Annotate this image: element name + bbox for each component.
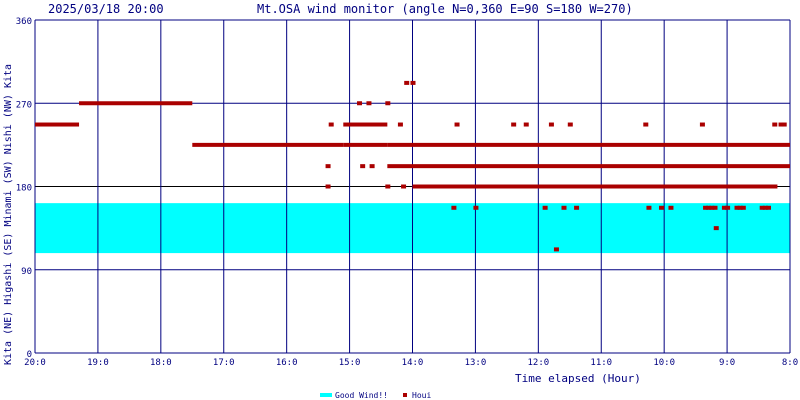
x-tick-label: 12:0 (527, 358, 549, 368)
houi-point (325, 164, 331, 169)
houi-point (454, 122, 460, 127)
houi-point (369, 164, 375, 169)
x-tick-label: 8:0 (782, 358, 798, 368)
houi-point (542, 205, 548, 210)
plot-area: 0 90 180 270 360 20:0 19:0 18:0 17:0 16:0 15:0 14:0… (16, 17, 798, 368)
houi-point (703, 205, 709, 210)
houi-point (366, 101, 372, 106)
houi-run (387, 142, 790, 147)
houi-run (35, 122, 80, 127)
legend-good-swatch (320, 393, 332, 397)
houi-point (404, 80, 410, 85)
y-axis-side-label: Kita (NE) Higashi (SE) Minami (SW) Nishi… (3, 64, 14, 365)
x-axis-label: Time elapsed (Hour) (515, 372, 641, 385)
y-tick-label: 90 (21, 267, 32, 277)
houi-point (511, 122, 517, 127)
legend: Good Wind!! Houi (320, 391, 431, 400)
houi-run (387, 164, 790, 169)
houi-point (561, 205, 567, 210)
x-tick-label: 15:0 (339, 358, 361, 368)
houi-point (781, 122, 787, 127)
houi-run (192, 142, 344, 147)
houi-point (740, 205, 746, 210)
houi-point (737, 205, 743, 210)
legend-good-label: Good Wind!! (335, 391, 388, 400)
houi-point (765, 205, 771, 210)
houi-point (762, 205, 768, 210)
x-tick-label: 13:0 (465, 358, 487, 368)
houi-point (473, 205, 479, 210)
x-tick-label: 10:0 (653, 358, 675, 368)
x-tick-label: 9:0 (719, 358, 735, 368)
houi-point (643, 122, 649, 127)
houi-point (712, 205, 718, 210)
houi-point (553, 247, 559, 252)
houi-point (713, 226, 719, 231)
houi-run (412, 184, 778, 189)
houi-point (385, 101, 391, 106)
houi-point (721, 205, 727, 210)
x-tick-label: 18:0 (150, 358, 172, 368)
x-tick-label: 19:0 (87, 358, 109, 368)
y-tick-label: 360 (16, 17, 32, 27)
houi-point (709, 205, 715, 210)
legend-houi-label: Houi (412, 391, 431, 400)
y-tick-label: 270 (16, 100, 32, 110)
x-tick-label: 20:0 (24, 358, 46, 368)
houi-point (567, 122, 573, 127)
x-tick-label: 17:0 (213, 358, 235, 368)
houi-point (357, 101, 363, 106)
y-tick-label: 180 (16, 184, 32, 194)
houi-run (343, 122, 388, 127)
houi-point (523, 122, 529, 127)
houi-point (706, 205, 712, 210)
chart-title: Mt.OSA wind monitor (angle N=0,360 E=90 … (257, 2, 633, 16)
houi-point (360, 164, 366, 169)
houi-point (699, 122, 705, 127)
houi-point (772, 122, 778, 127)
houi-point (410, 80, 416, 85)
timestamp-label: 2025/03/18 20:00 (48, 2, 164, 16)
x-tick-label: 14:0 (402, 358, 424, 368)
houi-point (385, 184, 391, 189)
houi-run (79, 101, 193, 106)
x-tick-label: 16:0 (276, 358, 298, 368)
houi-point (778, 122, 784, 127)
houi-point (401, 184, 407, 189)
houi-point (574, 205, 580, 210)
houi-run (343, 142, 388, 147)
houi-point (548, 122, 554, 127)
houi-point (451, 205, 457, 210)
houi-point (759, 205, 765, 210)
houi-point (328, 122, 334, 127)
y-tick-label: 0 (27, 350, 32, 360)
houi-point (668, 205, 674, 210)
legend-houi-swatch (403, 393, 407, 397)
x-tick-label: 11:0 (590, 358, 612, 368)
houi-point (734, 205, 740, 210)
houi-point (325, 184, 331, 189)
houi-point (725, 205, 731, 210)
houi-point (646, 205, 652, 210)
houi-point (397, 122, 403, 127)
houi-point (659, 205, 665, 210)
